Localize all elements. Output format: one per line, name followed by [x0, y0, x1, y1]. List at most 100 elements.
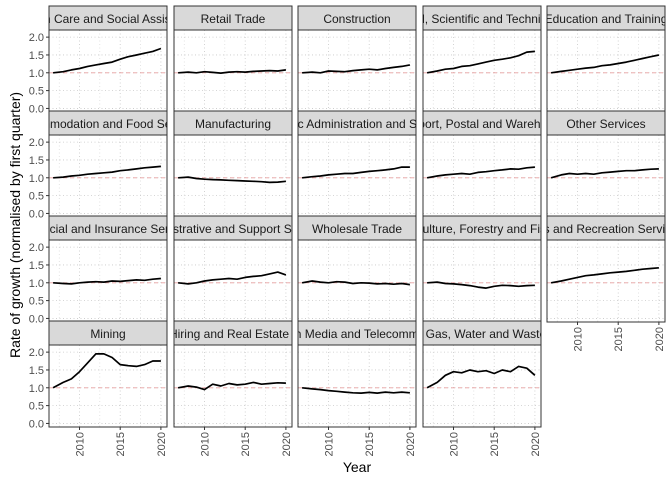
- series-line: [427, 281, 535, 289]
- strip-background: [422, 5, 542, 31]
- strip-label: Professional, Scientific and Technical S…: [359, 12, 606, 26]
- panel-background: [423, 240, 541, 322]
- panel-background: [547, 240, 665, 322]
- y-tick-label: 0.5: [29, 86, 44, 98]
- x-tick-label: 2015: [240, 432, 252, 456]
- panel-background: [174, 240, 292, 322]
- x-axis: 2010 2015 2020: [75, 427, 168, 456]
- panel-electricity-gas-water-and-waste-services: Electricity, Gas, Water and Waste Servic…: [422, 320, 542, 428]
- strip-label: Accommodation and Food Services: [13, 117, 202, 131]
- series-line: [426, 365, 536, 389]
- strip-background: [546, 110, 666, 136]
- series-line: [53, 165, 161, 179]
- series-line: [178, 176, 286, 184]
- strip-label: Arts and Recreation Services: [528, 222, 672, 236]
- panel-retail-trade: Retail Trade: [173, 5, 293, 113]
- x-tick-label: 2020: [654, 327, 666, 351]
- panel-financial-and-insurance-services: Financial and Insurance Services: [20, 215, 197, 323]
- panel-manufacturing: Manufacturing: [173, 110, 293, 218]
- strip-background: [422, 320, 542, 346]
- x-tick-label: 2020: [156, 432, 168, 456]
- y-tick-label: 0.0: [29, 313, 44, 325]
- y-tick-label: 0.0: [29, 208, 44, 220]
- y-tick-label: 0.5: [29, 296, 44, 308]
- x-tick-label: 2015: [115, 432, 127, 456]
- strip-label: Education and Training: [545, 12, 668, 26]
- y-tick-label: 2.0: [29, 32, 44, 44]
- y-tick-label: 2.0: [29, 137, 44, 149]
- strip-background: [48, 110, 168, 136]
- y-tick-label: 1.0: [29, 383, 44, 395]
- series-line: [550, 266, 659, 284]
- strip-label: Information Media and Telecommunications: [241, 327, 472, 341]
- strip-label: Retail Trade: [201, 12, 266, 26]
- strip-background: [48, 320, 168, 346]
- y-tick-label: 1.0: [29, 278, 44, 290]
- strip-label: Other Services: [566, 117, 645, 131]
- panel-construction: Construction: [297, 5, 417, 113]
- x-axis-title: Year: [343, 459, 372, 475]
- strip-background: [173, 320, 293, 346]
- x-tick-label: 2010: [200, 432, 212, 456]
- y-tick-label: 2.0: [29, 347, 44, 359]
- strip-background: [173, 110, 293, 136]
- strip-label: Transport, Postal and Warehousing: [388, 117, 576, 131]
- y-tick-label: 0.0: [29, 418, 44, 430]
- panel-border: [297, 344, 417, 428]
- panel-background: [547, 135, 665, 217]
- x-axis: 2010 2015 2020: [200, 427, 293, 456]
- panel-information-media-and-telecommunications: Information Media and Telecommunications: [241, 320, 472, 428]
- x-tick-label: 2010: [324, 432, 336, 456]
- panel-health-care-and-social-assistance: Health Care and Social Assistance: [16, 5, 200, 113]
- strip-label: Financial and Insurance Services: [20, 222, 197, 236]
- panel-transport-postal-and-warehousing: Transport, Postal and Warehousing: [388, 110, 576, 218]
- panel-border: [48, 344, 168, 428]
- panel-background: [423, 30, 541, 112]
- panel-border: [173, 344, 293, 428]
- series-line: [53, 277, 161, 285]
- x-tick-label: 2010: [449, 432, 461, 456]
- y-tick-label: 1.5: [29, 155, 44, 167]
- y-axis: 0.0 0.5 1.0 1.5 2.0: [29, 242, 49, 325]
- x-tick-label: 2015: [489, 432, 501, 456]
- strip-background: [546, 215, 666, 241]
- y-tick-label: 0.0: [29, 103, 44, 115]
- series-line: [177, 381, 286, 391]
- strip-label: Wholesale Trade: [312, 222, 402, 236]
- series-line: [302, 166, 410, 179]
- x-axis: 2010 2015 2020: [573, 322, 666, 351]
- series-line: [178, 271, 287, 285]
- y-tick-label: 1.0: [29, 173, 44, 185]
- y-tick-label: 0.5: [29, 191, 44, 203]
- panel-background: [174, 135, 292, 217]
- strip-background: [48, 215, 168, 241]
- strip-background: [297, 5, 417, 31]
- panel-arts-and-recreation-services: Arts and Recreation Services: [528, 215, 672, 323]
- panel-rental-hiring-and-real-estate-services: Rental, Hiring and Real Estate Services: [128, 320, 339, 428]
- strip-label: Health Care and Social Assistance: [16, 12, 200, 26]
- strip-background: [422, 215, 542, 241]
- panel-background: [298, 345, 416, 427]
- series-line: [426, 166, 535, 179]
- strip-background: [48, 5, 168, 31]
- x-axis: 2010 2015 2020: [449, 427, 542, 456]
- strip-label: Rental, Hiring and Real Estate Services: [128, 327, 339, 341]
- panel-agriculture-forestry-and-fishing: Agriculture, Forestry and Fishing: [422, 215, 542, 323]
- x-tick-label: 2015: [364, 432, 376, 456]
- panel-wholesale-trade: Wholesale Trade: [297, 215, 417, 323]
- y-tick-label: 1.5: [29, 260, 44, 272]
- series-line: [302, 386, 410, 394]
- strip-background: [297, 320, 417, 346]
- series-line: [550, 168, 659, 179]
- strip-label: Mining: [90, 327, 125, 341]
- x-axis: 2010 2015 2020: [324, 427, 417, 456]
- series-line: [52, 353, 161, 389]
- series-line: [426, 50, 535, 74]
- x-tick-label: 2010: [75, 432, 87, 456]
- x-tick-label: 2020: [281, 432, 293, 456]
- x-tick-label: 2015: [613, 327, 625, 351]
- x-tick-label: 2020: [530, 432, 542, 456]
- strip-background: [297, 110, 417, 136]
- y-axis: 0.0 0.5 1.0 1.5 2.0: [29, 137, 49, 220]
